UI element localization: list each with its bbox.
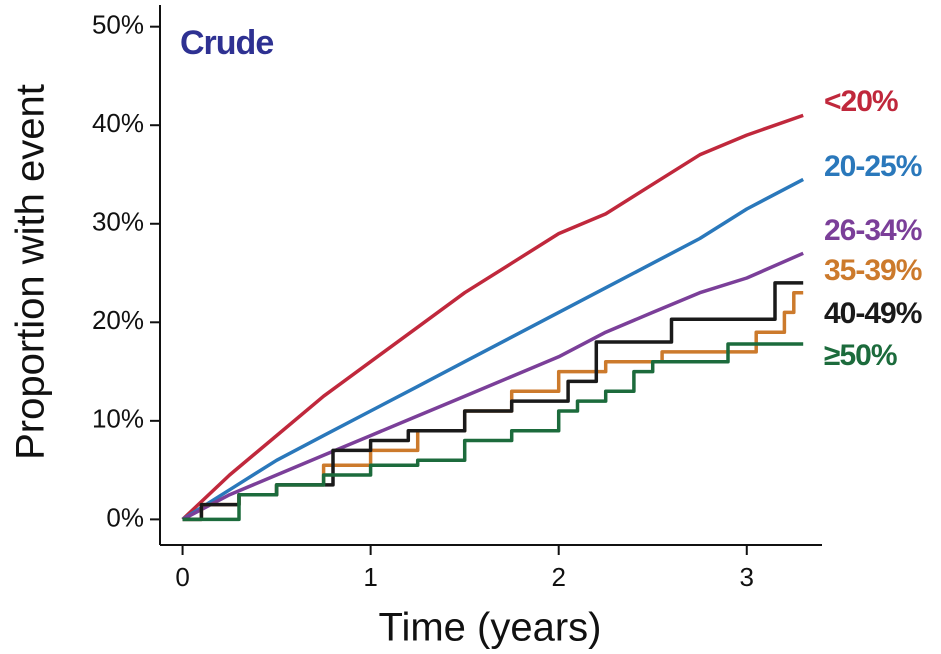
- x-tick-label: 2: [551, 562, 565, 592]
- series-line: [181, 251, 804, 521]
- y-tick-label: 30%: [92, 207, 144, 237]
- y-tick-label: 20%: [92, 305, 144, 335]
- chart-title: Crude: [180, 24, 273, 62]
- series-line: [181, 113, 804, 521]
- y-tick-label: 0%: [106, 502, 144, 532]
- legend-label: 20-25%: [824, 150, 922, 183]
- legend-label: 40-49%: [824, 297, 922, 330]
- x-tick-label: 1: [363, 562, 377, 592]
- x-tick-label: 0: [175, 562, 189, 592]
- y-tick-label: 10%: [92, 404, 144, 434]
- y-tick-label: 40%: [92, 108, 144, 138]
- legend-label: ≥50%: [824, 339, 897, 372]
- x-axis-title: Time (years): [379, 606, 602, 650]
- y-axis-title: Proportion with event: [9, 84, 53, 460]
- series-line: [181, 177, 805, 521]
- legend-label: 26-34%: [824, 214, 922, 247]
- x-tick-label: 3: [740, 562, 754, 592]
- y-tick-label: 50%: [92, 10, 144, 40]
- legend-label: <20%: [824, 85, 898, 118]
- legend-label: 35-39%: [824, 254, 922, 287]
- series-line: [182, 342, 804, 522]
